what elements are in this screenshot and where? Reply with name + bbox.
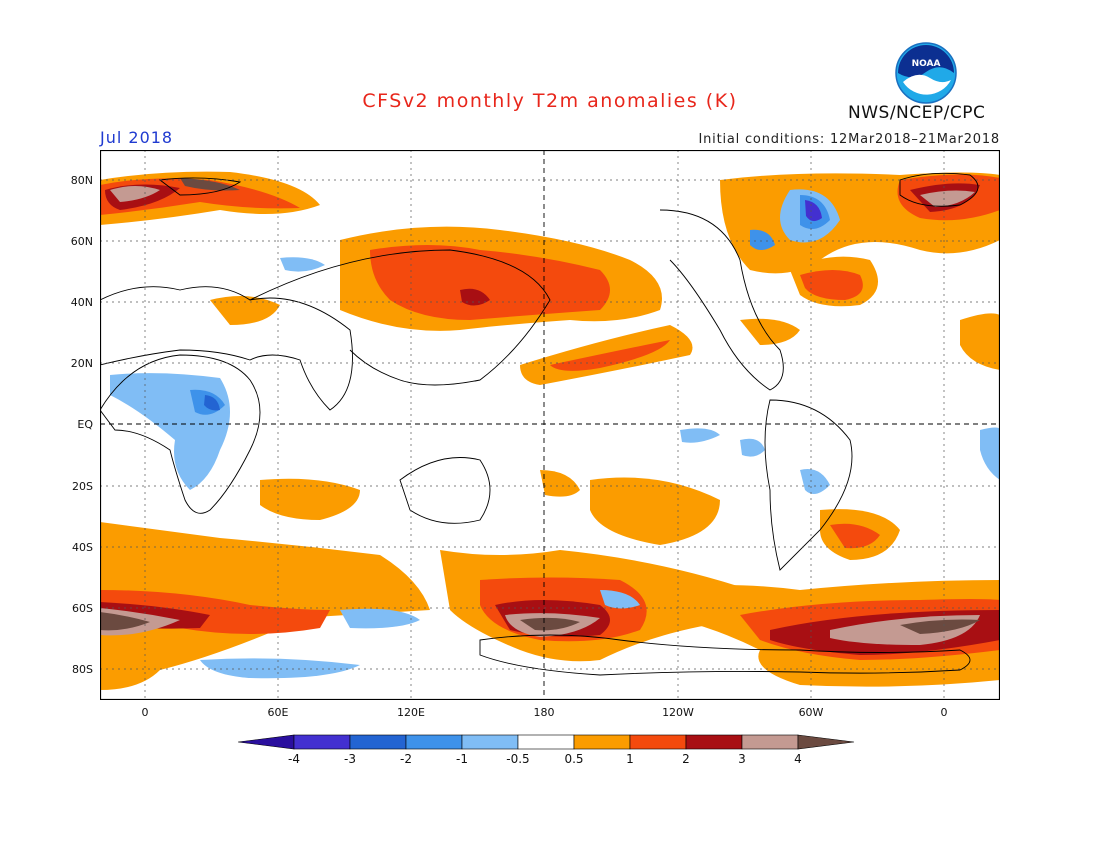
colorbar-tick-label: -2 (400, 752, 412, 766)
lon-label: 120W (662, 706, 694, 719)
lat-label: 80S (72, 663, 93, 676)
colorbar-segment (461, 734, 519, 750)
map-frame (100, 150, 1000, 700)
colorbar-segment (405, 734, 463, 750)
colorbar-tick-label: -0.5 (506, 752, 530, 766)
colorbar-segment (685, 734, 743, 750)
cool-anomaly-shading (110, 189, 1000, 679)
colorbar-segment (573, 734, 631, 750)
lat-label: 80N (70, 174, 93, 187)
lon-label: 60E (267, 706, 289, 719)
colorbar-segment (293, 734, 351, 750)
noaa-logo: NOAA (895, 42, 957, 104)
map-title: CFSv2 monthly T2m anomalies (K) (362, 90, 738, 112)
anomaly-map (100, 150, 1000, 700)
coastlines (100, 172, 979, 676)
colorbar-tick-label: 0.5 (564, 752, 584, 766)
colorbar-segment (629, 734, 687, 750)
lat-label: 40S (72, 541, 93, 554)
agency-label: NWS/NCEP/CPC (848, 103, 986, 123)
lon-label: 60W (798, 706, 824, 719)
lat-label: 20N (70, 357, 93, 370)
lon-label: 0 (141, 706, 149, 719)
colorbar-arrow-low (238, 734, 295, 750)
colorbar-segment (741, 734, 799, 750)
lat-label: EQ (77, 418, 93, 431)
graticule (100, 150, 1000, 700)
lat-label: 20S (72, 480, 93, 493)
colorbar-tick-label: 1 (626, 752, 634, 766)
colorbar-tick-label: 3 (738, 752, 746, 766)
initial-conditions: Initial conditions: 12Mar2018–21Mar2018 (698, 132, 1000, 147)
equator-dateline (100, 150, 1000, 700)
colorbar (238, 734, 855, 750)
lat-label: 40N (70, 296, 93, 309)
lon-label: 120E (397, 706, 425, 719)
colorbar-segment (517, 734, 575, 750)
colorbar-segments (238, 734, 855, 750)
colorbar-tick-label: -1 (456, 752, 468, 766)
forecast-month: Jul 2018 (100, 128, 174, 147)
warm-anomaly-shading (100, 171, 1000, 690)
lon-label: 0 (940, 706, 948, 719)
colorbar-arrow-high (797, 734, 855, 750)
svg-text:NOAA: NOAA (912, 59, 941, 69)
colorbar-tick-label: -4 (288, 752, 300, 766)
colorbar-tick-label: 4 (794, 752, 802, 766)
lat-label: 60N (70, 235, 93, 248)
lon-label: 180 (533, 706, 555, 719)
colorbar-segment (349, 734, 407, 750)
colorbar-tick-label: 2 (682, 752, 690, 766)
lat-label: 60S (72, 602, 93, 615)
colorbar-tick-label: -3 (344, 752, 356, 766)
